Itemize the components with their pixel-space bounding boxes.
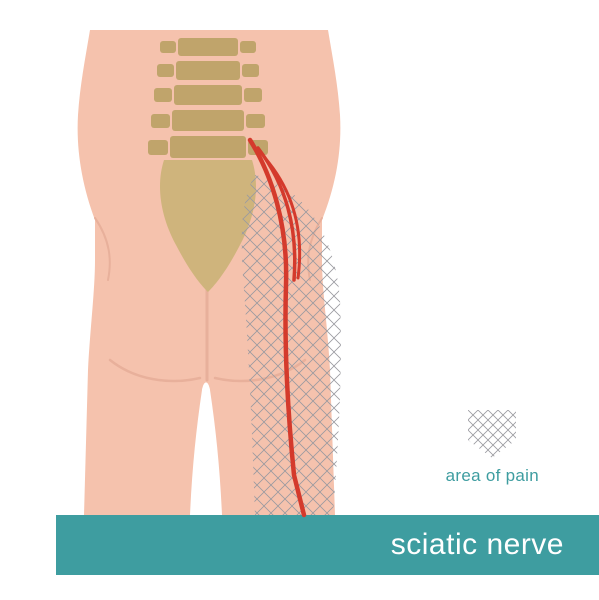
title-text: sciatic nerve bbox=[391, 528, 564, 562]
legend-hatch-icon bbox=[468, 410, 516, 458]
body-thigh-gap bbox=[202, 383, 210, 516]
legend-text: area of pain bbox=[446, 466, 539, 486]
anatomical-illustration bbox=[40, 30, 380, 540]
legend: area of pain bbox=[446, 410, 539, 486]
